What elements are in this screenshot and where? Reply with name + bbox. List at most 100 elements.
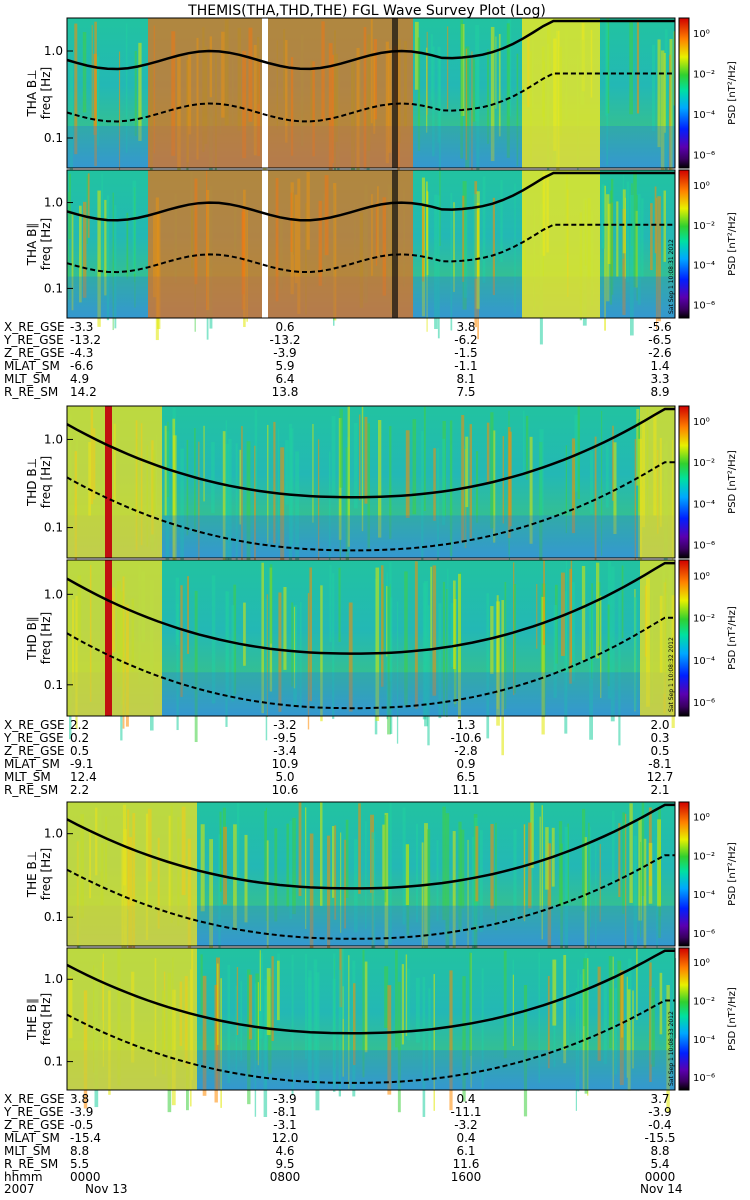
spectrogram-streak [309,567,312,702]
the-panel-perp: 1.0 0.1 THE B⊥ freq [Hz] 10⁰ 10⁻² 10⁻⁴ 10⁻⁶ PSD … [25,801,738,985]
ephemeris-label: MLAT_SM [4,359,60,373]
spectrogram-streak [432,565,437,696]
ephemeris-label: Y_RE_GSE [3,1105,64,1119]
ephemeris-value: 8.1 [456,372,475,386]
spectrogram-streak [180,448,184,572]
spectrogram-streak [580,974,582,1048]
time-tick-label: 0000 [70,1170,101,1184]
y-tick-label: 0.1 [44,678,63,692]
ephemeris-value: 2.1 [650,783,669,797]
spectrogram-streak [641,802,645,897]
spectrogram-streak [266,840,269,962]
ephemeris-value: 8.9 [650,385,669,399]
ephemeris-label: R_RE_SM [4,783,58,797]
spectrogram-streak [180,585,183,697]
spectrogram-streak [423,406,426,511]
spectrogram-streak [447,568,449,674]
spectrogram-streak [452,831,456,970]
spectrogram-streak [266,594,268,717]
spectrogram-streak [255,973,259,1061]
spectrogram-streak [622,189,626,254]
fce-trace [66,949,675,1035]
colorbar-tick-label: 10⁻⁴ [693,261,715,272]
spectrogram-streak [227,964,231,1084]
spectrogram-streak [266,968,271,1036]
spectrogram-streak [348,955,350,1089]
ephemeris-label: Y_RE_GSE [3,333,64,347]
ephemeris-label: Z_RE_GSE [4,1118,65,1132]
spectrogram-streak [203,425,205,502]
colorbar [678,169,690,319]
spectrogram-streak [416,823,418,923]
spectrogram-streak [285,440,289,505]
freq-axis-label: freq [Hz] [39,848,53,900]
spectrogram-streak [96,56,100,146]
spectrogram-streak [417,37,421,151]
spectrogram-streak [450,603,455,668]
tha-panel-par: 1.0 0.1 THA B∥ freq [Hz] 10⁰ 10⁻² 10⁻⁴ 10⁻⁶ PSD … [25,169,738,345]
spectrogram-streak [663,190,666,262]
ephemeris-value: -3.1 [273,1118,296,1132]
colorbar [678,801,690,947]
spectrogram-streak [565,445,567,534]
spectrogram-streak [600,595,602,698]
spectrogram-streak [293,606,296,689]
y-tick-label: 1.0 [44,587,63,601]
spectrogram-streak [291,954,294,1096]
spectrogram-streak [176,603,179,731]
spectrogram-streak [200,954,203,1016]
spectrogram-streak [651,987,655,1067]
fce-half-trace [66,461,675,552]
spectrogram-streak [612,810,615,883]
colorbar-unit: PSD [nT²/Hz] [727,987,738,1051]
colorbar-tick-label: 10⁻⁴ [693,1035,715,1046]
spectrogram-streak [655,197,658,330]
spectrogram-streak [594,436,597,574]
spectrogram-streak [309,833,314,970]
spectrogram-streak [641,198,644,278]
spectrogram-streak [375,567,380,721]
spectrogram-streak [327,835,331,976]
spectrogram-streak [194,428,196,533]
ephemeris-value: 3.8 [70,1092,89,1106]
data-gap [262,170,268,318]
colorbar-tick-label: 10⁻⁴ [693,110,715,121]
spectrogram-streak [574,414,579,492]
spectrogram-streak [395,950,398,1048]
timestamp-stamp: Sat Sep 1 10:08:31 2012 [668,239,675,314]
ephemeris-value: 0.9 [456,757,475,771]
panel-label: THE B∥ [25,998,39,1041]
spectrogram-streak [606,23,609,166]
colorbar-tick-label: 10⁻⁶ [693,698,715,709]
ephemeris-value: 0.3 [650,731,669,745]
spectrogram-streak [200,824,205,912]
spectrogram-streak [226,591,230,697]
colorbar-tick-label: 10⁻² [693,851,715,862]
spectrogram-streak [432,46,435,157]
panel-label: THA B⊥ [25,69,39,117]
spectrogram-streak [636,948,638,1020]
spectrogram-streak [235,443,238,593]
ephemeris-value: 11.6 [453,1157,480,1171]
spectrogram-streak [414,561,418,709]
ephemeris-value: -6.2 [454,333,477,347]
ephemeris-value: 2.0 [650,718,669,732]
spectrogram-streak [307,593,310,730]
spectrogram-streak [427,605,430,746]
spectrogram-lowband [67,672,675,716]
spectrogram-streak [462,195,465,282]
spectrogram-streak [447,26,449,110]
freq-axis-label: freq [Hz] [39,67,53,119]
spectrogram-streak [650,203,653,271]
colorbar [678,405,690,559]
panel-label: THD B⊥ [25,458,39,507]
colorbar-tick-label: 10⁰ [693,417,710,428]
spectrogram-streak [437,195,440,339]
spectrogram-streak [202,975,207,1096]
spectrogram-streak [241,426,243,578]
spectrogram-streak [512,974,514,1047]
ephemeris-value: 6.1 [456,1144,475,1158]
ephemeris-value: 5.0 [275,770,294,784]
spectrogram-streak [629,22,633,115]
spectrogram-streak [476,57,480,193]
